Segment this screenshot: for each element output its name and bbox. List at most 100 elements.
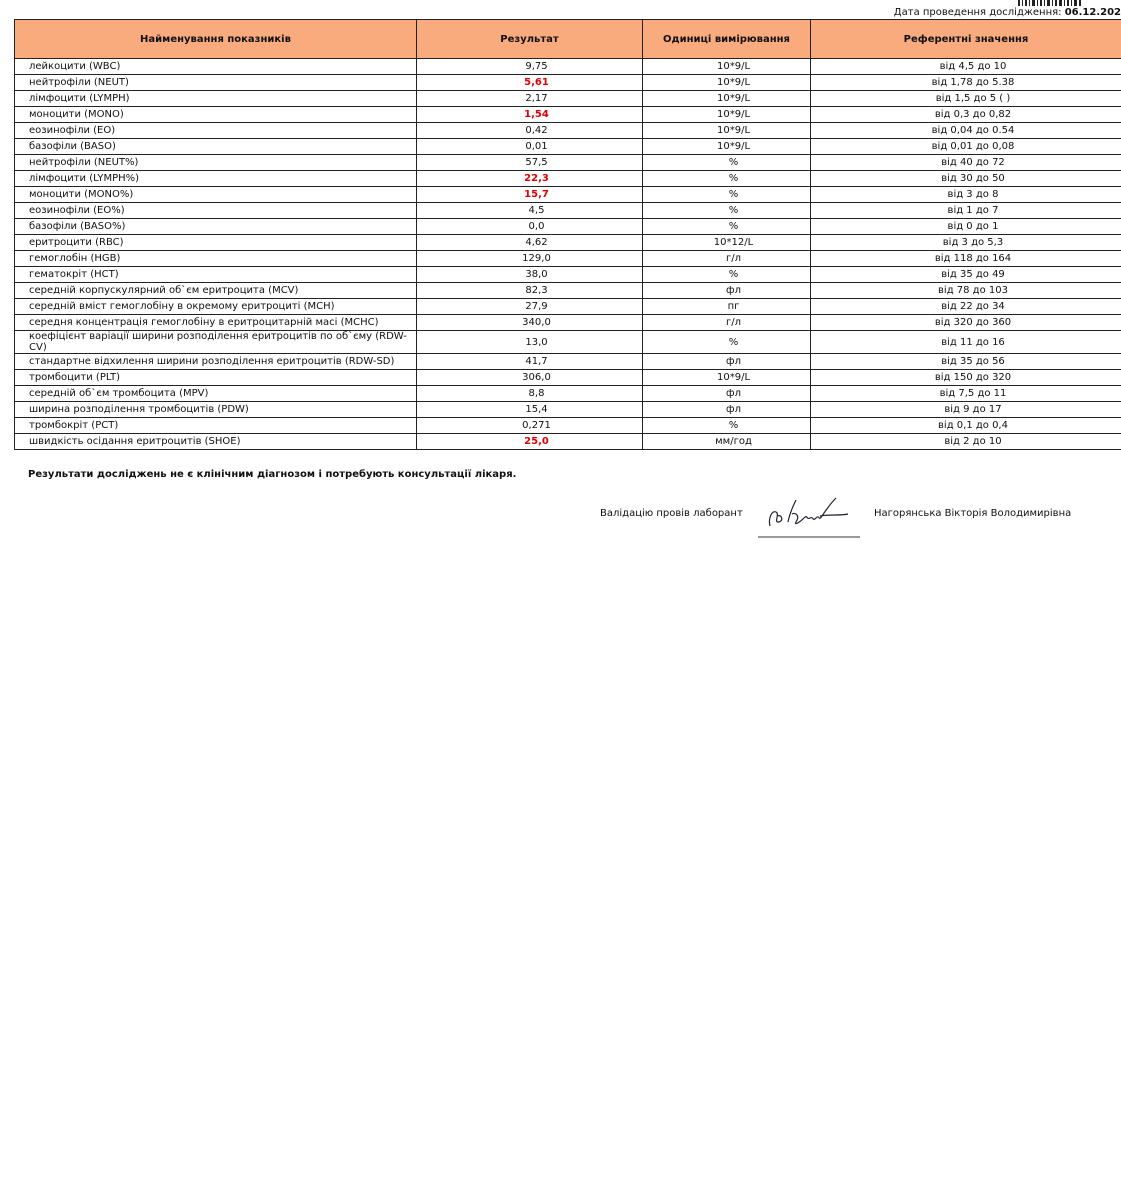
barcode	[1018, 0, 1081, 6]
result-cell: 9,75	[416, 58, 643, 75]
table-cell: %	[642, 218, 811, 235]
table-cell: від 0,3 до 0,82	[810, 106, 1121, 123]
table-cell: 10*9/L	[642, 90, 811, 107]
table-row: моноцити (MONO%) 15,7% від 3 до 8	[14, 186, 1121, 203]
table-cell: середній об`єм тромбоцита (MPV)	[14, 385, 417, 402]
table-cell: від 78 до 103	[810, 282, 1121, 299]
table-cell: фл	[642, 385, 811, 402]
header-row: Найменування показників Результат Одиниці …	[14, 19, 1121, 59]
table-cell: нейтрофіли (NEUT%)	[14, 154, 417, 171]
table-cell: гемоглобін (HGB)	[14, 250, 417, 267]
table-row: гемоглобін (HGB) 129,0 г/л від 118 до 164	[14, 250, 1121, 267]
test-date: Дата проведення дослідження: 06.12.202	[894, 7, 1121, 18]
table-cell: %	[642, 266, 811, 283]
table-cell: від 30 до 50	[810, 170, 1121, 187]
table-cell: від 150 до 320	[810, 369, 1121, 386]
table-row: лейкоцити (WBC) 9,75 10*9/L від 4,5 до 10	[14, 58, 1121, 75]
result-cell: 15,7	[416, 186, 643, 203]
column-header: Одиниці вимірювання	[642, 19, 811, 59]
table-row: швидкість осідання еритроцитів (SHOE) 25,…	[14, 433, 1121, 450]
table-row: еритроцити (RBC) 4,62 10*12/L від 3 до 5,3	[14, 234, 1121, 251]
table-cell: моноцити (MONO%)	[14, 186, 417, 203]
validation-label: Валідацію провів лаборант	[600, 508, 743, 519]
table-cell: від 3 до 5,3	[810, 234, 1121, 251]
table-cell: еозинофіли (EO)	[14, 122, 417, 139]
table-cell: 10*9/L	[642, 122, 811, 139]
result-cell: 0,0	[416, 218, 643, 235]
table-cell: мм/год	[642, 433, 811, 450]
table-cell: від 22 до 34	[810, 298, 1121, 315]
table-cell: стандартне відхилення ширини розподіленн…	[14, 353, 417, 370]
table-cell: 10*12/L	[642, 234, 811, 251]
table-cell: 10*9/L	[642, 74, 811, 91]
table-cell: від 40 до 72	[810, 154, 1121, 171]
table-cell: від 9 до 17	[810, 401, 1121, 418]
table-cell: від 0 до 1	[810, 218, 1121, 235]
table-cell: 10*9/L	[642, 106, 811, 123]
table-cell: від 0,01 до 0,08	[810, 138, 1121, 155]
table-cell: від 0,1 до 0,4	[810, 417, 1121, 434]
table-row: еозинофіли (EO) 0,42 10*9/L від 0,04 до 0.5…	[14, 122, 1121, 139]
table-cell: від 1,78 до 5.38	[810, 74, 1121, 91]
result-cell: 4,62	[416, 234, 643, 251]
table-row: стандартне відхилення ширини розподіленн…	[14, 353, 1121, 370]
result-cell: 41,7	[416, 353, 643, 370]
table-cell: тромбоцити (PLT)	[14, 369, 417, 386]
table-cell: лімфоцити (LYMPH%)	[14, 170, 417, 187]
result-cell: 2,17	[416, 90, 643, 107]
table-cell: еритроцити (RBC)	[14, 234, 417, 251]
table-body: лейкоцити (WBC) 9,75 10*9/L від 4,5 до 10 не…	[14, 58, 1121, 450]
table-row: еозинофіли (EO%) 4,5% від 1 до 7	[14, 202, 1121, 219]
table-cell: лімфоцити (LYMPH)	[14, 90, 417, 107]
table-cell: %	[642, 330, 811, 354]
table-cell: від 118 до 164	[810, 250, 1121, 267]
table-row: лімфоцити (LYMPH%) 22,3% від 30 до 50	[14, 170, 1121, 187]
table-cell: г/л	[642, 250, 811, 267]
result-cell: 22,3	[416, 170, 643, 187]
table-cell: моноцити (MONO)	[14, 106, 417, 123]
table-row: середня концентрація гемоглобіну в еритр…	[14, 314, 1121, 331]
table-cell: середній вміст гемоглобіну в окремому ер…	[14, 298, 417, 315]
table-cell: %	[642, 202, 811, 219]
table-cell: ширина розподілення тромбоцитів (PDW)	[14, 401, 417, 418]
table-row: ширина розподілення тромбоцитів (PDW) 15,…	[14, 401, 1121, 418]
table-cell: від 2 до 10	[810, 433, 1121, 450]
table-cell: базофіли (BASO%)	[14, 218, 417, 235]
table-cell: нейтрофіли (NEUT)	[14, 74, 417, 91]
result-cell: 340,0	[416, 314, 643, 331]
table-cell: %	[642, 417, 811, 434]
result-cell: 5,61	[416, 74, 643, 91]
date-label: Дата проведення дослідження:	[893, 7, 1062, 18]
result-cell: 0,01	[416, 138, 643, 155]
column-header: Найменування показників	[14, 19, 417, 59]
results-table: Найменування показників Результат Одиниці …	[14, 19, 1121, 450]
table-cell: середній корпускулярний об`єм еритроцита…	[14, 282, 417, 299]
table-row: тромбоцити (PLT) 306,0 10*9/L від 150 до 32…	[14, 369, 1121, 386]
table-cell: від 35 до 49	[810, 266, 1121, 283]
table-cell: швидкість осідання еритроцитів (SHOE)	[14, 433, 417, 450]
table-cell: від 1 до 7	[810, 202, 1121, 219]
table-cell: 10*9/L	[642, 58, 811, 75]
column-header: Результат	[416, 19, 643, 59]
result-cell: 129,0	[416, 250, 643, 267]
table-cell: від 35 до 56	[810, 353, 1121, 370]
table-row: нейтрофіли (NEUT%) 57,5% від 40 до 72	[14, 154, 1121, 171]
table-cell: еозинофіли (EO%)	[14, 202, 417, 219]
table-row: базофіли (BASO) 0,01 10*9/L від 0,01 до 0,0…	[14, 138, 1121, 155]
table-cell: від 3 до 8	[810, 186, 1121, 203]
result-cell: 0,271	[416, 417, 643, 434]
table-row: лімфоцити (LYMPH) 2,17 10*9/L від 1,5 до 5 …	[14, 90, 1121, 107]
result-cell: 4,5	[416, 202, 643, 219]
result-cell: 27,9	[416, 298, 643, 315]
table-cell: %	[642, 186, 811, 203]
table-cell: гематокріт (HCT)	[14, 266, 417, 283]
table-row: моноцити (MONO) 1,54 10*9/L від 0,3 до 0,82	[14, 106, 1121, 123]
table-cell: від 7,5 до 11	[810, 385, 1121, 402]
result-cell: 82,3	[416, 282, 643, 299]
disclaimer: Результати досліджень не є клінічним діа…	[28, 469, 517, 480]
table-cell: %	[642, 170, 811, 187]
table-cell: від 320 до 360	[810, 314, 1121, 331]
table-cell: базофіли (BASO)	[14, 138, 417, 155]
